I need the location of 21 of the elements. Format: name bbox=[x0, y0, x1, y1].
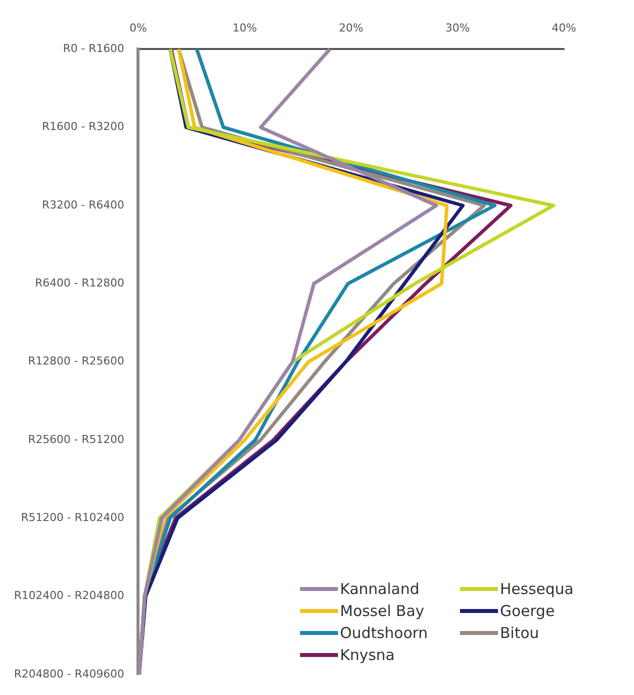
y-tick-label: R6400 - R12800 bbox=[34, 276, 124, 290]
x-tick-label: 0% bbox=[130, 21, 147, 34]
y-tick-label: R1600 - R3200 bbox=[42, 120, 124, 134]
x-tick-label: 40% bbox=[552, 21, 576, 34]
y-tick-label: R102400 - R204800 bbox=[14, 589, 124, 602]
y-tick-label: R3200 - R6400 bbox=[42, 198, 124, 212]
legend-label: Goerge bbox=[500, 602, 555, 620]
y-tick-label: R0 - R1600 bbox=[62, 42, 124, 56]
x-tick-label: 30% bbox=[445, 21, 470, 34]
legend-label: Knysna bbox=[340, 646, 395, 664]
y-tick-label: R25600 - R51200 bbox=[28, 432, 124, 446]
legend-label: Kannaland bbox=[340, 580, 420, 598]
legend-label: Bitou bbox=[500, 624, 540, 642]
legend-label: Oudtshoorn bbox=[340, 624, 428, 642]
y-tick-label: R51200 - R102400 bbox=[20, 510, 124, 524]
x-tick-label: 20% bbox=[338, 21, 364, 34]
y-tick-label: R204800 - R409600 bbox=[14, 667, 124, 680]
y-tick-label: R12800 - R25600 bbox=[28, 354, 124, 368]
legend-label: Hessequa bbox=[500, 580, 574, 598]
x-tick-label: 10% bbox=[232, 21, 257, 34]
legend-label: Mossel Bay bbox=[340, 602, 424, 620]
